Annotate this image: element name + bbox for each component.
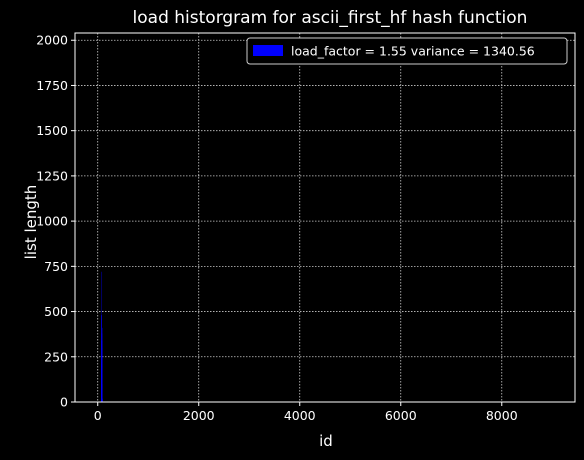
y-tick-label: 250 bbox=[44, 349, 68, 364]
plot-frame bbox=[74, 32, 576, 403]
bars bbox=[101, 271, 103, 402]
x-tick-label: 6000 bbox=[385, 408, 417, 423]
y-tick-label: 750 bbox=[44, 259, 68, 274]
y-tick-label: 1750 bbox=[36, 78, 68, 93]
y-tick-label: 1250 bbox=[36, 168, 68, 183]
y-tick-label: 2000 bbox=[36, 33, 68, 48]
y-tick-label: 1500 bbox=[36, 123, 68, 138]
x-axis-label: id bbox=[319, 432, 333, 450]
chart-title: load historgram for ascii_first_hf hash … bbox=[133, 8, 528, 28]
ticks: 0 2000 4000 6000 8000 0 250 500 750 1000 1250 1500 1… bbox=[36, 33, 518, 423]
legend: load_factor = 1.55 variance = 1340.56 bbox=[246, 37, 568, 65]
y-tick-label: 500 bbox=[44, 304, 68, 319]
legend-swatch bbox=[253, 45, 283, 56]
x-tick-label: 0 bbox=[94, 408, 102, 423]
y-tick-label: 0 bbox=[60, 395, 68, 410]
legend-box bbox=[246, 37, 568, 65]
legend-entry-label: load_factor = 1.55 variance = 1340.56 bbox=[291, 44, 535, 59]
x-tick-label: 8000 bbox=[486, 408, 518, 423]
x-tick-label: 2000 bbox=[183, 408, 215, 423]
y-axis-label: list length bbox=[22, 185, 40, 260]
y-tick-label: 1000 bbox=[36, 214, 68, 229]
x-tick-label: 4000 bbox=[284, 408, 316, 423]
